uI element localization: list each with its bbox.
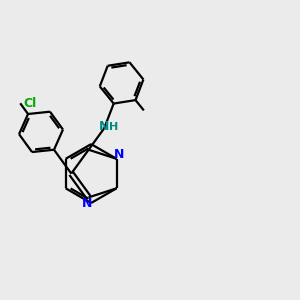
Text: N: N <box>114 148 124 161</box>
Text: N: N <box>99 120 110 133</box>
Text: H: H <box>109 122 118 132</box>
Text: N: N <box>82 197 92 210</box>
Text: Cl: Cl <box>24 97 37 110</box>
